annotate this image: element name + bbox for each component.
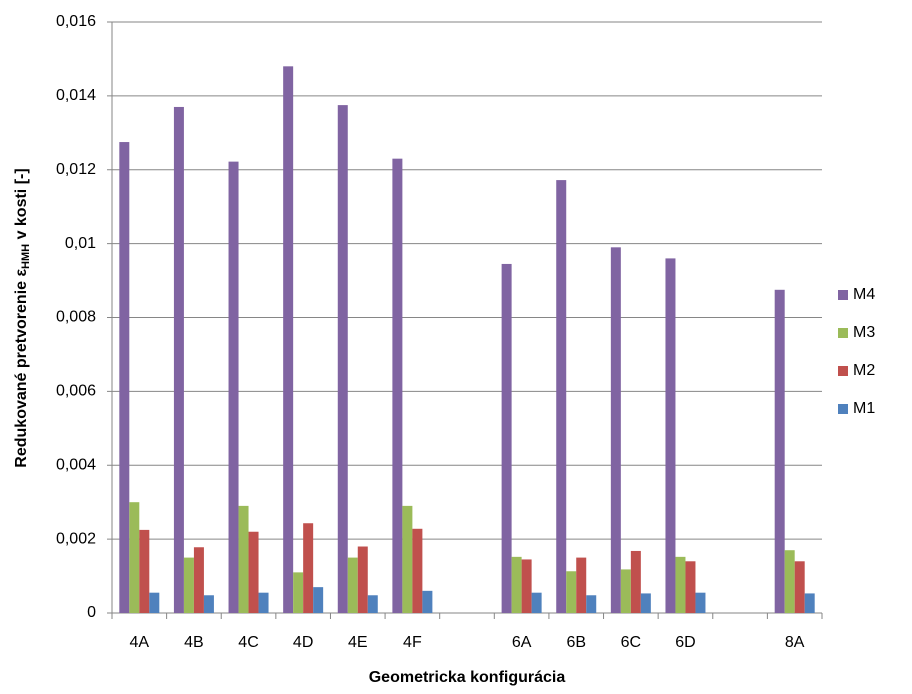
bar <box>620 569 631 613</box>
bar <box>665 258 676 613</box>
bar <box>774 289 785 613</box>
bar <box>149 592 160 613</box>
y-tick-label: 0 <box>87 604 96 621</box>
bar <box>293 572 304 613</box>
bar <box>784 550 795 613</box>
bar <box>566 571 577 613</box>
y-tick-label: 0,012 <box>56 161 96 178</box>
y-tick-label: 0,006 <box>56 383 96 400</box>
legend-label: M2 <box>853 362 875 379</box>
bar <box>337 105 348 613</box>
y-axis-title: Redukované pretvorenie εHMH v kosti [-] <box>13 168 32 467</box>
bar <box>248 531 259 613</box>
x-tick-label: 4E <box>348 634 368 651</box>
bar <box>556 180 567 613</box>
y-axis-title-subscript: HMH <box>20 244 32 269</box>
legend-label: M4 <box>853 286 875 303</box>
bar <box>367 595 378 613</box>
y-tick-label: 0,004 <box>56 456 96 473</box>
bar <box>576 557 587 613</box>
bar <box>521 559 532 613</box>
x-tick-label: 4F <box>403 634 422 651</box>
bar <box>392 158 403 613</box>
legend-label: M3 <box>853 324 875 341</box>
x-tick-label: 4B <box>184 634 204 651</box>
y-tick-label: 0,014 <box>56 87 96 104</box>
bar <box>357 546 368 613</box>
legend-swatch <box>838 328 848 338</box>
bar <box>238 505 249 613</box>
x-tick-label: 4D <box>293 634 313 651</box>
bar <box>347 557 358 613</box>
bar <box>586 595 597 613</box>
bar <box>640 593 651 613</box>
bar <box>794 561 805 613</box>
y-axis-title-suffix: v kosti [-] <box>13 168 30 244</box>
bar <box>183 557 194 613</box>
bar <box>695 592 706 613</box>
bar <box>804 593 815 613</box>
x-tick-label: 6B <box>566 634 586 651</box>
bar <box>193 547 204 613</box>
legend-swatch <box>838 366 848 376</box>
bar <box>630 550 641 613</box>
bar <box>531 592 542 613</box>
y-axis-title-text: Redukované pretvorenie ε <box>13 269 30 468</box>
x-tick-label: 6D <box>675 634 695 651</box>
bar <box>119 142 130 613</box>
bar <box>139 529 150 613</box>
legend-swatch <box>838 404 848 414</box>
bar <box>402 505 413 613</box>
y-tick-label: 0,016 <box>56 13 96 30</box>
bar <box>675 556 686 613</box>
y-tick-label: 0,008 <box>56 309 96 326</box>
bar <box>283 66 294 613</box>
x-tick-label: 4C <box>238 634 258 651</box>
bar <box>228 161 239 613</box>
x-tick-label: 6C <box>621 634 641 651</box>
bar <box>501 263 512 613</box>
legend-label: M1 <box>853 400 875 417</box>
bar <box>129 502 140 613</box>
x-tick-label: 8A <box>785 634 805 651</box>
bar <box>313 587 324 613</box>
bar <box>685 561 696 613</box>
bar <box>303 523 314 613</box>
bar <box>258 592 269 613</box>
bar <box>422 590 433 613</box>
y-tick-label: 0,002 <box>56 530 96 547</box>
bar <box>610 247 621 613</box>
bar <box>412 528 423 613</box>
bar <box>511 556 522 613</box>
legend-swatch <box>838 290 848 300</box>
bar <box>203 595 214 613</box>
x-tick-label: 4A <box>130 634 150 651</box>
y-tick-label: 0,01 <box>65 235 96 252</box>
x-tick-label: 6A <box>512 634 532 651</box>
bar <box>173 106 184 614</box>
x-axis-title: Geometricka konfigurácia <box>369 669 566 686</box>
